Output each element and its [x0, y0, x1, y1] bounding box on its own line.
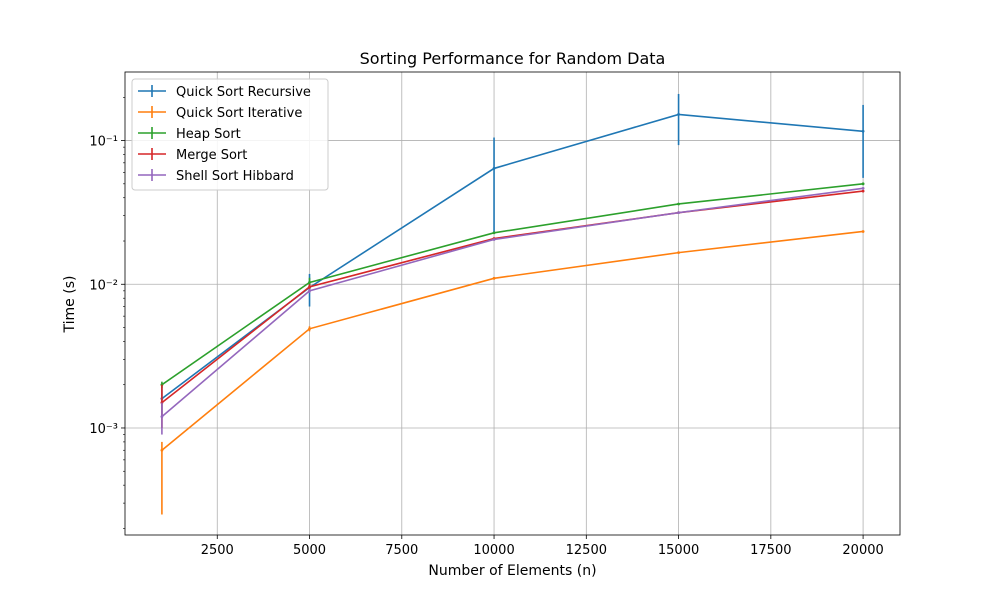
y-tick-label: 10⁻²	[89, 278, 118, 293]
data-point	[308, 285, 311, 289]
data-point	[677, 251, 680, 255]
y-tick-label: 10⁻³	[89, 422, 118, 437]
x-tick-label: 17500	[750, 543, 791, 558]
legend-entry-label: Merge Sort	[176, 148, 247, 163]
series-2	[160, 230, 865, 515]
chart-title: Sorting Performance for Random Data	[360, 49, 666, 68]
data-point	[492, 231, 496, 235]
x-tick-label: 5000	[293, 543, 326, 558]
data-point	[861, 182, 865, 186]
data-point	[861, 129, 865, 133]
legend-entry-label: Quick Sort Recursive	[176, 85, 311, 100]
data-point	[308, 281, 311, 284]
x-tick-label: 12500	[566, 543, 607, 558]
data-point	[677, 202, 680, 206]
data-point	[677, 211, 680, 215]
data-point	[492, 276, 496, 280]
x-tick-label: 20000	[842, 543, 883, 558]
data-point	[160, 415, 164, 418]
data-point	[492, 238, 496, 241]
y-axis-label: Time (s)	[62, 276, 78, 334]
axes-layer: 2500 5000 7500 10000 12500 15000 17500 20000 10⁻…	[89, 71, 901, 558]
legend-box	[131, 78, 329, 191]
legend-entry-label: Quick Sort Iterative	[176, 106, 302, 121]
data-point	[308, 289, 311, 293]
x-tick-label: 2500	[201, 543, 234, 558]
data-point	[160, 448, 164, 452]
legend-entry-label: Heap Sort	[176, 127, 241, 142]
legend-entry-label: Shell Sort Hibbard	[176, 169, 294, 184]
series-5	[160, 186, 865, 435]
series-layer	[160, 93, 865, 515]
data-point	[861, 189, 865, 193]
data-point	[308, 327, 311, 331]
legend: Quick Sort Recursive Quick Sort Iterative…	[131, 78, 329, 191]
data-point	[677, 113, 680, 116]
x-axis-label: Number of Elements (n)	[428, 563, 596, 579]
data-point	[861, 230, 865, 233]
x-tick-label: 7500	[385, 543, 418, 558]
data-point	[492, 167, 496, 170]
y-tick-label: 10⁻¹	[89, 135, 118, 150]
data-point	[861, 186, 865, 190]
x-tick-label: 15000	[658, 543, 699, 558]
x-tick-label: 10000	[473, 543, 514, 558]
plot-frame	[124, 71, 901, 536]
